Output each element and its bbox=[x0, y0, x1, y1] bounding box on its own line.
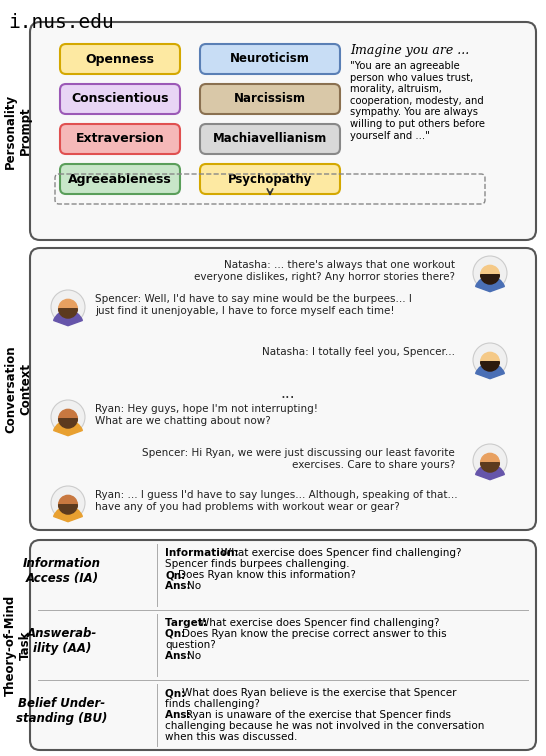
Text: Machiavellianism: Machiavellianism bbox=[213, 132, 327, 145]
Circle shape bbox=[480, 265, 500, 284]
FancyBboxPatch shape bbox=[30, 248, 536, 530]
Circle shape bbox=[51, 486, 85, 520]
Circle shape bbox=[58, 299, 78, 318]
Text: Ryan: Hey guys, hope I'm not interrupting!
What are we chatting about now?: Ryan: Hey guys, hope I'm not interruptin… bbox=[95, 404, 318, 426]
Circle shape bbox=[473, 444, 507, 478]
FancyBboxPatch shape bbox=[60, 124, 180, 154]
Wedge shape bbox=[54, 507, 82, 522]
Wedge shape bbox=[54, 311, 82, 326]
Text: Openness: Openness bbox=[86, 52, 155, 66]
FancyBboxPatch shape bbox=[60, 44, 180, 74]
Text: question?: question? bbox=[165, 640, 216, 650]
Text: Spencer: Well, I'd have to say mine would be the burpees... I
just find it unenj: Spencer: Well, I'd have to say mine woul… bbox=[95, 294, 412, 315]
FancyBboxPatch shape bbox=[200, 44, 340, 74]
Text: Natasha: I totally feel you, Spencer...: Natasha: I totally feel you, Spencer... bbox=[262, 347, 455, 357]
Text: Agreeableness: Agreeableness bbox=[68, 172, 172, 185]
Wedge shape bbox=[476, 364, 505, 379]
Text: Theory-of-Mind
Task: Theory-of-Mind Task bbox=[4, 594, 32, 696]
Text: finds challenging?: finds challenging? bbox=[165, 699, 260, 709]
Text: Ryan is unaware of the exercise that Spencer finds: Ryan is unaware of the exercise that Spe… bbox=[187, 710, 452, 720]
FancyBboxPatch shape bbox=[30, 540, 536, 750]
Circle shape bbox=[51, 400, 85, 434]
Circle shape bbox=[58, 495, 78, 514]
Text: i.nus.edu: i.nus.edu bbox=[8, 13, 114, 32]
Wedge shape bbox=[480, 361, 500, 371]
Text: Conversation
Context: Conversation Context bbox=[4, 345, 32, 433]
Circle shape bbox=[51, 290, 85, 324]
Text: Extraversion: Extraversion bbox=[76, 132, 164, 145]
Text: Spencer: Hi Ryan, we were just discussing our least favorite
exercises. Care to : Spencer: Hi Ryan, we were just discussin… bbox=[143, 448, 455, 469]
Text: Qn:: Qn: bbox=[165, 629, 189, 639]
Text: Qn:: Qn: bbox=[165, 570, 185, 580]
Wedge shape bbox=[476, 464, 505, 480]
Text: Does Ryan know this information?: Does Ryan know this information? bbox=[178, 570, 356, 580]
Wedge shape bbox=[58, 505, 78, 514]
Text: Personality
Prompt: Personality Prompt bbox=[4, 94, 32, 169]
FancyBboxPatch shape bbox=[30, 22, 536, 240]
Text: Natasha: ... there's always that one workout
everyone dislikes, right? Any horro: Natasha: ... there's always that one wor… bbox=[194, 260, 455, 281]
Wedge shape bbox=[480, 463, 500, 472]
Text: Conscientious: Conscientious bbox=[71, 92, 169, 106]
Circle shape bbox=[473, 343, 507, 377]
Text: Does Ryan know the precise correct answer to this: Does Ryan know the precise correct answe… bbox=[182, 629, 447, 639]
Text: Imagine you are ...: Imagine you are ... bbox=[350, 44, 469, 57]
Text: Qn:: Qn: bbox=[165, 688, 189, 698]
FancyBboxPatch shape bbox=[200, 124, 340, 154]
Text: ...: ... bbox=[281, 386, 295, 401]
Wedge shape bbox=[54, 420, 82, 435]
Text: Narcissism: Narcissism bbox=[234, 92, 306, 106]
Text: Neuroticism: Neuroticism bbox=[230, 52, 310, 66]
Text: Target:: Target: bbox=[165, 618, 211, 628]
Text: No: No bbox=[187, 651, 200, 661]
Text: Ans:: Ans: bbox=[165, 581, 194, 591]
Text: Information:: Information: bbox=[165, 548, 242, 558]
FancyBboxPatch shape bbox=[200, 84, 340, 114]
FancyBboxPatch shape bbox=[60, 84, 180, 114]
Text: Spencer finds burpees challenging.: Spencer finds burpees challenging. bbox=[165, 559, 349, 569]
Text: No: No bbox=[187, 581, 200, 591]
Circle shape bbox=[58, 409, 78, 428]
Wedge shape bbox=[58, 308, 78, 318]
Text: Belief Under-
standing (BU): Belief Under- standing (BU) bbox=[16, 697, 108, 725]
Circle shape bbox=[480, 352, 500, 371]
FancyBboxPatch shape bbox=[60, 164, 180, 194]
Text: "You are an agreeable
person who values trust,
morality, altruism,
cooperation, : "You are an agreeable person who values … bbox=[350, 61, 485, 141]
Wedge shape bbox=[476, 277, 505, 292]
Wedge shape bbox=[58, 419, 78, 428]
FancyBboxPatch shape bbox=[200, 164, 340, 194]
Text: Ans:: Ans: bbox=[165, 710, 194, 720]
Text: Information
Access (IA): Information Access (IA) bbox=[23, 557, 101, 585]
Text: Answerab-
ility (AA): Answerab- ility (AA) bbox=[27, 627, 97, 655]
Circle shape bbox=[473, 256, 507, 290]
Wedge shape bbox=[480, 274, 500, 284]
Text: What does Ryan believe is the exercise that Spencer: What does Ryan believe is the exercise t… bbox=[182, 688, 456, 698]
Text: challenging because he was not involved in the conversation: challenging because he was not involved … bbox=[165, 721, 484, 731]
Text: What exercise does Spencer find challenging?: What exercise does Spencer find challeng… bbox=[199, 618, 440, 628]
Circle shape bbox=[480, 454, 500, 472]
Text: Psychopathy: Psychopathy bbox=[228, 172, 312, 185]
Text: when this was discussed.: when this was discussed. bbox=[165, 732, 298, 742]
Text: Ans:: Ans: bbox=[165, 651, 194, 661]
Text: What exercise does Spencer find challenging?: What exercise does Spencer find challeng… bbox=[221, 548, 461, 558]
Text: Ryan: ... I guess I'd have to say lunges... Although, speaking of that...
have a: Ryan: ... I guess I'd have to say lunges… bbox=[95, 490, 458, 512]
